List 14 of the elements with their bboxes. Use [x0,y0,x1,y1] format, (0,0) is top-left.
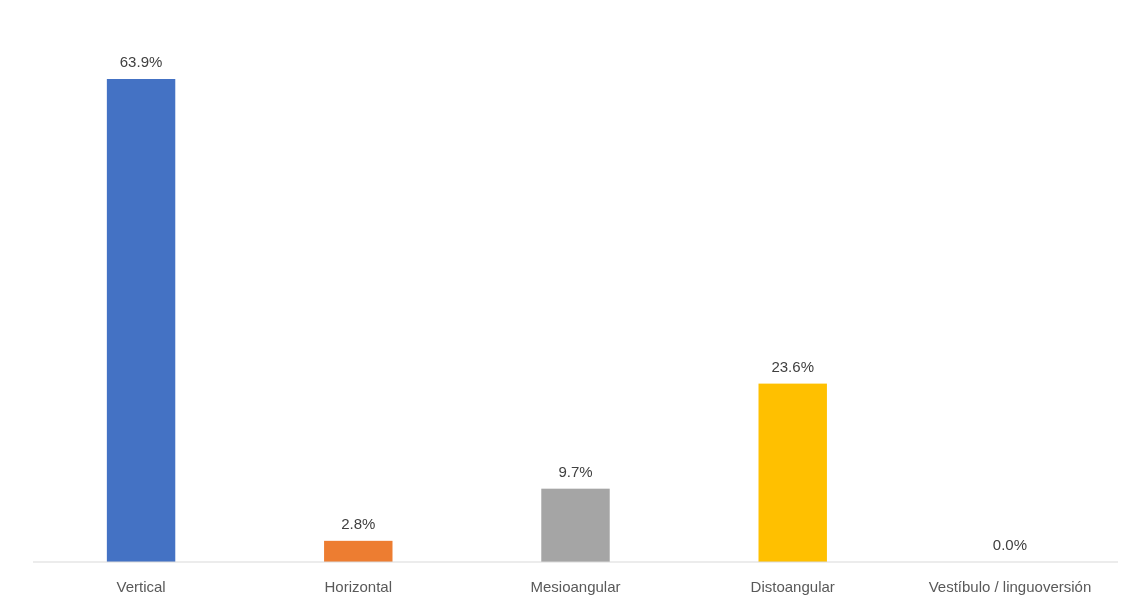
bar [106,79,176,562]
x-tick-label: Mesioangular [530,578,621,595]
x-tick-label: Distoangular [750,578,835,595]
x-tick-label: Vestíbulo / linguoversión [928,578,1092,595]
x-tick-label: Horizontal [324,578,393,595]
x-tick-label: Vertical [116,578,166,595]
data-label: 2.8% [341,514,376,532]
data-label: 0.0% [992,536,1028,553]
bar [758,383,827,562]
data-label: 9.7% [558,462,593,480]
data-label: 23.6% [771,357,814,375]
data-label: 63.9% [119,53,163,70]
bar [324,540,393,562]
bar [541,488,610,562]
